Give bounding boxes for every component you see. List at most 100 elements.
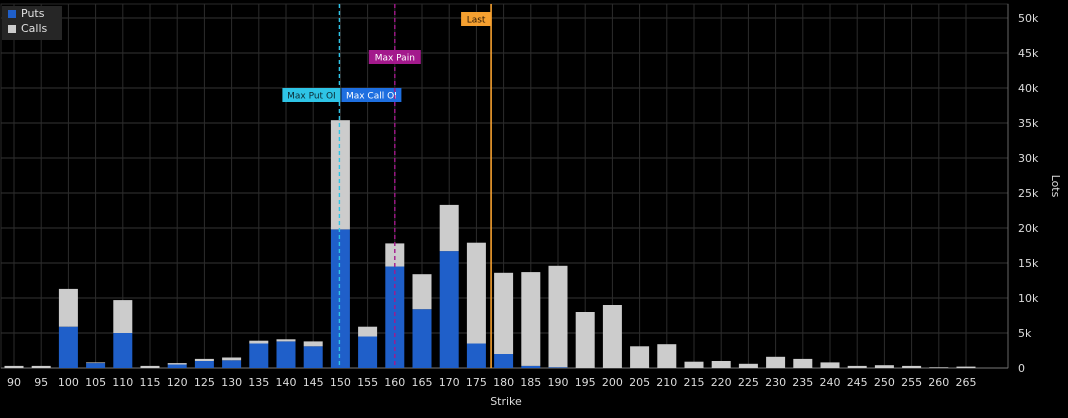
- bar-puts: [303, 346, 323, 368]
- y-tick-label: 25k: [1018, 187, 1039, 200]
- bar-puts: [439, 251, 459, 368]
- bar-calls: [167, 363, 187, 365]
- bar-calls: [684, 361, 704, 368]
- x-tick-label: 210: [656, 376, 677, 389]
- x-tick-label: 120: [167, 376, 188, 389]
- last-price-label: Last: [467, 16, 486, 26]
- legend-swatch-puts: [8, 9, 16, 18]
- bar-calls: [847, 365, 867, 368]
- x-tick-label: 110: [112, 376, 133, 389]
- bar-calls: [657, 344, 677, 368]
- bar-puts: [521, 365, 541, 368]
- x-tick-label: 200: [602, 376, 623, 389]
- bar-puts: [494, 354, 514, 368]
- x-tick-label: 215: [684, 376, 705, 389]
- x-tick-label: 105: [85, 376, 106, 389]
- legend: Puts Calls: [2, 6, 62, 40]
- bar-calls: [31, 365, 51, 368]
- bar-calls: [575, 312, 595, 368]
- bar-calls: [548, 265, 568, 368]
- bar-calls: [276, 339, 296, 342]
- x-tick-label: 180: [493, 376, 514, 389]
- y-tick-label: 50k: [1018, 12, 1039, 25]
- x-tick-label: 155: [357, 376, 378, 389]
- bar-puts: [113, 333, 133, 368]
- bar-calls: [711, 361, 731, 368]
- bar-calls: [58, 288, 78, 327]
- bar-calls: [602, 305, 622, 368]
- bar-calls: [466, 242, 486, 344]
- x-tick-label: 260: [928, 376, 949, 389]
- bar-calls: [766, 356, 786, 368]
- x-tick-label: 205: [629, 376, 650, 389]
- bar-calls: [630, 346, 650, 368]
- bar-puts: [330, 229, 350, 368]
- x-tick-label: 190: [548, 376, 569, 389]
- bar-calls: [956, 366, 976, 368]
- x-tick-label: 175: [466, 376, 487, 389]
- legend-label-puts: Puts: [21, 7, 45, 20]
- bar-puts: [385, 266, 405, 368]
- max-put-oi-label: Max Put OI: [287, 92, 336, 102]
- bar-calls: [140, 365, 160, 368]
- x-tick-label: 240: [820, 376, 841, 389]
- x-tick-label: 115: [140, 376, 161, 389]
- bar-calls: [358, 326, 378, 337]
- bar-calls: [874, 365, 894, 368]
- max-call-oi-tag: [341, 88, 402, 102]
- bar-calls: [303, 341, 323, 347]
- last-price-tag: [461, 12, 492, 26]
- bar-calls: [249, 340, 269, 344]
- bar-calls: [439, 204, 459, 252]
- bar-puts: [222, 360, 242, 368]
- legend-swatch-calls: [8, 24, 16, 33]
- bar-calls: [902, 365, 922, 368]
- x-tick-label: 250: [874, 376, 895, 389]
- x-axis-title: Strike: [490, 395, 522, 408]
- bar-puts: [548, 367, 568, 368]
- bar-puts: [86, 363, 106, 368]
- bar-calls: [494, 272, 514, 354]
- bar-calls: [222, 357, 242, 361]
- x-tick-label: 230: [765, 376, 786, 389]
- y-tick-label: 15k: [1018, 257, 1039, 270]
- legend-entry-puts: Puts: [2, 6, 62, 21]
- x-tick-label: 150: [330, 376, 351, 389]
- x-tick-label: 245: [847, 376, 868, 389]
- x-tick-label: 95: [34, 376, 48, 389]
- x-tick-label: 220: [711, 376, 732, 389]
- x-tick-label: 185: [520, 376, 541, 389]
- bar-puts: [276, 341, 296, 368]
- x-tick-label: 225: [738, 376, 759, 389]
- y-tick-label: 20k: [1018, 222, 1039, 235]
- x-tick-label: 235: [792, 376, 813, 389]
- bar-calls: [793, 358, 813, 368]
- x-tick-label: 255: [901, 376, 922, 389]
- x-tick-label: 140: [276, 376, 297, 389]
- x-tick-label: 160: [384, 376, 405, 389]
- x-tick-label: 135: [248, 376, 269, 389]
- y-tick-label: 35k: [1018, 117, 1039, 130]
- x-tick-label: 125: [194, 376, 215, 389]
- x-tick-label: 265: [956, 376, 977, 389]
- x-tick-label: 165: [412, 376, 433, 389]
- x-tick-label: 130: [221, 376, 242, 389]
- bar-calls: [385, 243, 405, 267]
- legend-label-calls: Calls: [21, 22, 48, 35]
- legend-entry-calls: Calls: [2, 21, 62, 36]
- y-tick-label: 5k: [1018, 327, 1032, 340]
- bar-puts: [58, 326, 78, 368]
- x-tick-label: 170: [439, 376, 460, 389]
- bar-puts: [194, 361, 214, 368]
- bar-calls: [194, 358, 214, 361]
- bar-calls: [521, 272, 541, 366]
- max-call-oi-label: Max Call OI: [346, 92, 397, 102]
- bar-puts: [167, 364, 187, 368]
- bar-calls: [820, 362, 840, 368]
- bar-calls: [113, 300, 133, 333]
- max-put-oi-tag: [282, 88, 341, 102]
- bar-puts: [412, 309, 432, 368]
- max-pain-label: Max Pain: [375, 54, 415, 64]
